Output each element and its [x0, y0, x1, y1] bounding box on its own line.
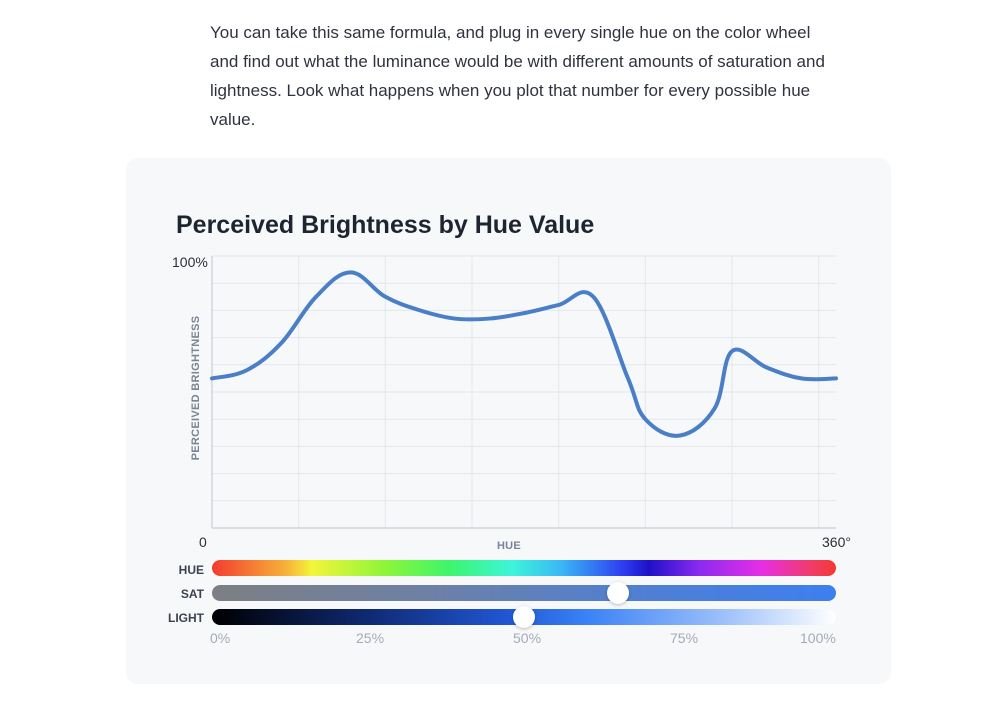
data-point	[383, 295, 387, 299]
sat-slider-thumb[interactable]	[606, 582, 629, 604]
chart-title: Perceived Brightness by Hue Value	[176, 211, 595, 239]
x-tick-label-end: 360°	[822, 534, 851, 550]
data-point	[418, 308, 422, 312]
data-point	[210, 376, 214, 380]
data-point	[799, 376, 803, 380]
data-point	[487, 317, 491, 321]
data-point	[279, 341, 283, 345]
data-point	[314, 295, 318, 299]
light-label: LIGHT	[168, 611, 204, 625]
light-slider-thumb[interactable]	[513, 606, 535, 628]
data-point	[834, 376, 838, 380]
scale-label-0: 0%	[210, 630, 231, 646]
y-axis-label: PERCEIVED BRIGHTNESS	[190, 316, 202, 461]
data-point	[557, 303, 561, 307]
sat-label: SAT	[180, 587, 204, 601]
scale-label-50: 50%	[513, 630, 542, 646]
scale-label-100: 100%	[800, 630, 836, 646]
scale-label-25: 25%	[356, 630, 385, 646]
x-axis-label: HUE	[497, 540, 521, 552]
hue-label: HUE	[178, 563, 204, 577]
intro-paragraph: You can take this same formula, and plug…	[210, 23, 825, 129]
data-point	[678, 434, 682, 438]
sat-slider-track[interactable]	[212, 585, 836, 601]
data-point	[713, 406, 717, 410]
data-point	[453, 317, 457, 321]
data-point	[245, 368, 249, 372]
series-line	[210, 270, 838, 438]
data-point	[591, 295, 595, 299]
y-tick-label: 100%	[172, 254, 208, 270]
data-point	[730, 349, 734, 353]
data-point	[349, 270, 353, 274]
scale-label-75: 75%	[670, 630, 699, 646]
hue-slider-track[interactable]	[212, 560, 836, 576]
data-point	[765, 366, 769, 370]
chart-grid	[212, 255, 836, 529]
data-point	[643, 417, 647, 421]
data-point	[626, 376, 630, 380]
x-tick-label-start: 0	[199, 534, 207, 550]
data-point	[522, 311, 526, 315]
